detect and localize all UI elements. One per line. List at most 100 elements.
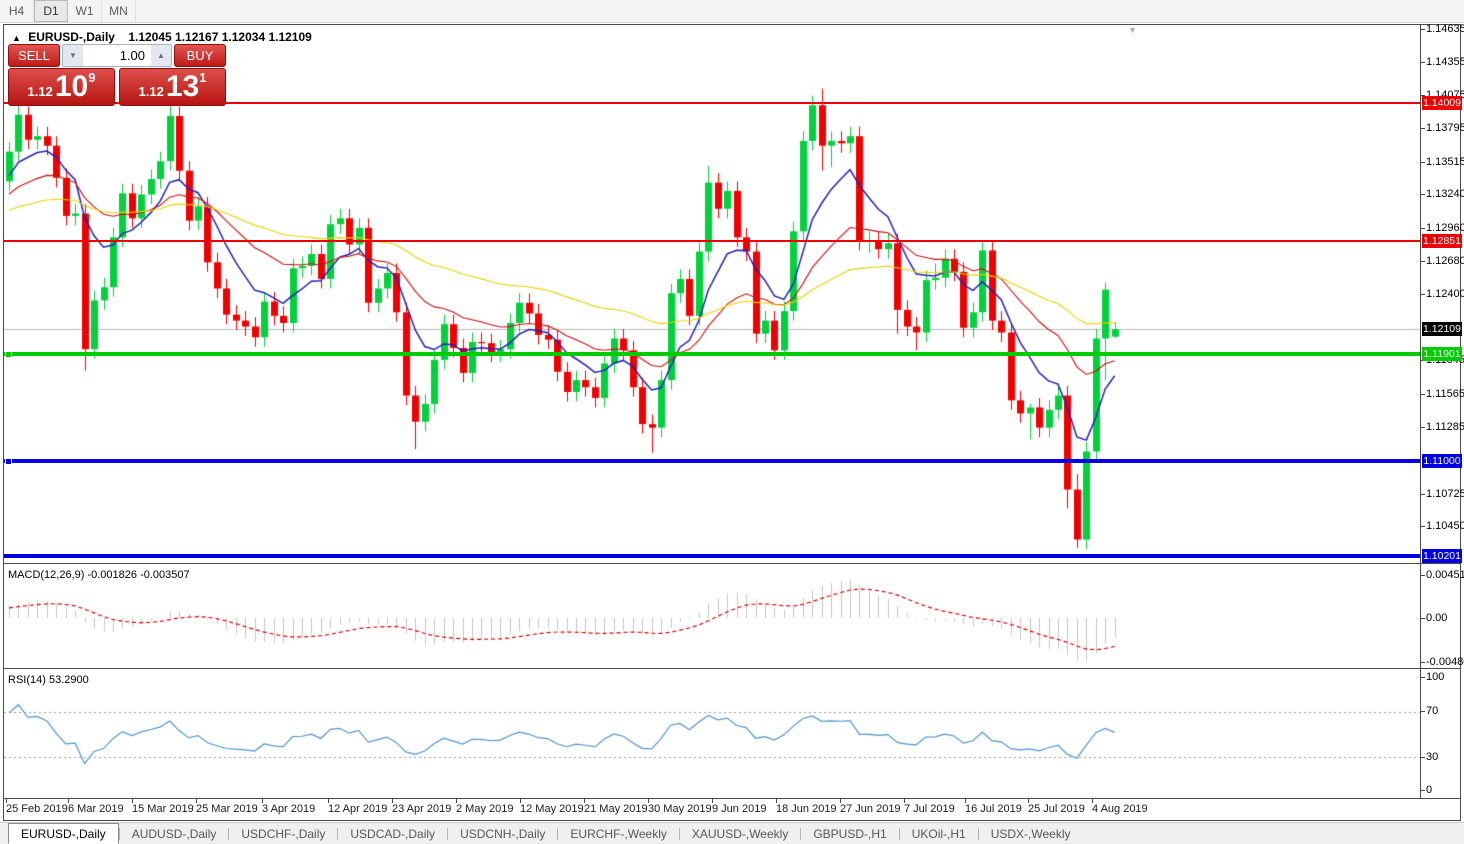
price-tick-label: 1.14355 bbox=[1426, 55, 1464, 68]
price-tick-mark bbox=[1420, 227, 1425, 229]
chart-tab-eurchfweekly[interactable]: EURCHF-,Weekly bbox=[570, 826, 667, 841]
chart-tab-usdcaddaily[interactable]: USDCAD-,Daily bbox=[350, 826, 436, 841]
date-tick-label: 12 Apr 2019 bbox=[328, 803, 388, 815]
price-tick-label: 1.12960 bbox=[1426, 221, 1464, 234]
date-tick-mark bbox=[6, 799, 7, 803]
price-tick-label: 1.13515 bbox=[1426, 155, 1464, 168]
date-tick-label: 18 Jun 2019 bbox=[776, 803, 837, 815]
rsi-separator[interactable] bbox=[4, 668, 1460, 669]
price-tick-mark bbox=[1420, 427, 1425, 429]
collapse-triangle-icon[interactable]: ▲ bbox=[12, 33, 21, 43]
price-axis-line bbox=[1420, 25, 1421, 799]
price-tick-mark bbox=[1420, 95, 1425, 97]
price-tick-label: 1.11285 bbox=[1426, 421, 1464, 434]
date-tick-label: 25 Mar 2019 bbox=[196, 803, 258, 815]
rsi-tick-mark bbox=[1420, 757, 1425, 758]
buy-button[interactable]: BUY bbox=[174, 44, 226, 67]
date-tick-label: 2 May 2019 bbox=[456, 803, 514, 815]
price-tick-mark bbox=[1420, 393, 1425, 395]
level-flag-1.14009: 1.14009 bbox=[1422, 96, 1462, 110]
volume-decrease-icon[interactable]: ▼ bbox=[63, 45, 83, 66]
one-click-trade-panel: SELL ▼ 1.00 ▲ BUY 1.12 10 9 1.12 13 1 bbox=[8, 44, 226, 106]
chart-tab-bar: EURUSD-,Daily AUDUSD-,Daily USDCHF-,Daily U… bbox=[0, 822, 1464, 844]
timeframe-button-mn[interactable]: MN bbox=[102, 0, 136, 22]
macd-tick-mark bbox=[1420, 662, 1425, 663]
date-tick-mark bbox=[1092, 799, 1093, 803]
chart-tab-usdcnhdaily[interactable]: USDCNH-,Daily bbox=[460, 826, 546, 841]
date-tick-mark bbox=[456, 799, 457, 803]
date-tick-mark bbox=[648, 799, 649, 803]
price-tick-mark bbox=[1420, 128, 1425, 130]
level-handle-icon[interactable] bbox=[5, 458, 12, 465]
rsi-canvas[interactable] bbox=[4, 670, 1420, 798]
date-tick-label: 15 Mar 2019 bbox=[132, 803, 194, 815]
tab-separator bbox=[447, 827, 449, 840]
sell-price-pipette: 9 bbox=[88, 70, 96, 85]
tab-separator bbox=[678, 827, 680, 840]
level-line-1.11000[interactable] bbox=[4, 459, 1420, 463]
date-tick-label: 7 Jul 2019 bbox=[904, 803, 955, 815]
chart-tab-usdchfdaily[interactable]: USDCHF-,Daily bbox=[241, 826, 326, 841]
sell-price-big: 10 bbox=[54, 70, 89, 103]
level-line-1.14009[interactable] bbox=[4, 102, 1420, 104]
chart-tab-eurusddaily[interactable]: EURUSD-,Daily bbox=[8, 823, 119, 844]
rsi-tick-mark bbox=[1420, 711, 1425, 712]
macd-separator[interactable] bbox=[4, 563, 1460, 564]
date-tick-mark bbox=[712, 799, 713, 803]
date-tick-label: 21 May 2019 bbox=[584, 803, 648, 815]
tab-separator bbox=[337, 827, 339, 840]
timeframe-button-h4[interactable]: H4 bbox=[0, 0, 34, 22]
level-line-1.10201[interactable] bbox=[4, 554, 1420, 559]
date-tick-mark bbox=[965, 799, 966, 803]
date-tick-label: 23 Apr 2019 bbox=[392, 803, 452, 815]
macd-tick-label: -0.004806 bbox=[1426, 656, 1464, 668]
date-tick-mark bbox=[262, 799, 263, 803]
price-tick-label: 1.13240 bbox=[1426, 188, 1464, 201]
price-tick-mark bbox=[1420, 161, 1425, 163]
rsi-tick-mark bbox=[1420, 790, 1425, 791]
level-flag-1.10201: 1.10201 bbox=[1422, 549, 1462, 564]
price-tick-mark bbox=[1420, 194, 1425, 196]
volume-increase-icon[interactable]: ▲ bbox=[151, 45, 171, 66]
price-chart-canvas[interactable] bbox=[4, 25, 1420, 562]
macd-canvas[interactable] bbox=[4, 565, 1420, 667]
tab-separator bbox=[898, 827, 900, 840]
price-tick-mark bbox=[1420, 28, 1425, 30]
macd-tick-label: 0.004517 bbox=[1426, 569, 1464, 581]
chart-tab-gbpusdh1[interactable]: GBPUSD-,H1 bbox=[813, 826, 887, 841]
macd-tick-mark bbox=[1420, 575, 1425, 576]
level-flag-1.11901: 1.11901 bbox=[1422, 346, 1462, 361]
macd-tick-label: 0.00 bbox=[1426, 612, 1448, 624]
chart-shift-marker-icon[interactable]: ▼ bbox=[1128, 25, 1137, 35]
sell-button[interactable]: SELL bbox=[8, 44, 60, 67]
price-tick-label: 1.14635 bbox=[1426, 22, 1464, 35]
rsi-tick-label: 70 bbox=[1426, 705, 1439, 717]
price-tick-label: 1.13795 bbox=[1426, 122, 1464, 135]
tab-separator bbox=[800, 827, 802, 840]
date-tick-mark bbox=[1028, 799, 1029, 803]
date-tick-label: 4 Aug 2019 bbox=[1092, 803, 1148, 815]
chart-tab-xauusdweekly[interactable]: XAUUSD-,Weekly bbox=[691, 826, 789, 841]
date-tick-label: 25 Feb 2019 bbox=[6, 803, 68, 815]
chart-tab-audusddaily[interactable]: AUDUSD-,Daily bbox=[131, 826, 217, 841]
macd-label: MACD(12,26,9) -0.001826 -0.003507 bbox=[8, 569, 190, 581]
date-tick-label: 16 Jul 2019 bbox=[965, 803, 1022, 815]
chart-tab-usdxweekly[interactable]: USDX-,Weekly bbox=[990, 826, 1071, 841]
level-line-1.12851[interactable] bbox=[4, 239, 1420, 242]
level-handle-icon[interactable] bbox=[5, 350, 12, 358]
price-tick-mark bbox=[1420, 493, 1425, 495]
volume-value[interactable]: 1.00 bbox=[83, 45, 151, 66]
buy-price-button[interactable]: 1.12 13 1 bbox=[119, 68, 226, 106]
price-tick-label: 1.10450 bbox=[1426, 520, 1464, 533]
chart-tab-ukoilh1[interactable]: UKOil-,H1 bbox=[911, 826, 966, 841]
timeframe-button-w1[interactable]: W1 bbox=[68, 0, 102, 22]
sell-price-button[interactable]: 1.12 10 9 bbox=[8, 68, 115, 106]
level-line-1.11901[interactable] bbox=[4, 351, 1420, 356]
volume-stepper: ▼ 1.00 ▲ bbox=[62, 44, 172, 67]
tab-separator bbox=[118, 827, 120, 840]
timeframe-button-d1[interactable]: D1 bbox=[34, 0, 68, 22]
sell-price-prefix: 1.12 bbox=[27, 84, 53, 99]
price-tick-mark bbox=[1420, 261, 1425, 263]
date-tick-label: 30 May 2019 bbox=[648, 803, 712, 815]
price-tick-mark bbox=[1420, 360, 1425, 362]
